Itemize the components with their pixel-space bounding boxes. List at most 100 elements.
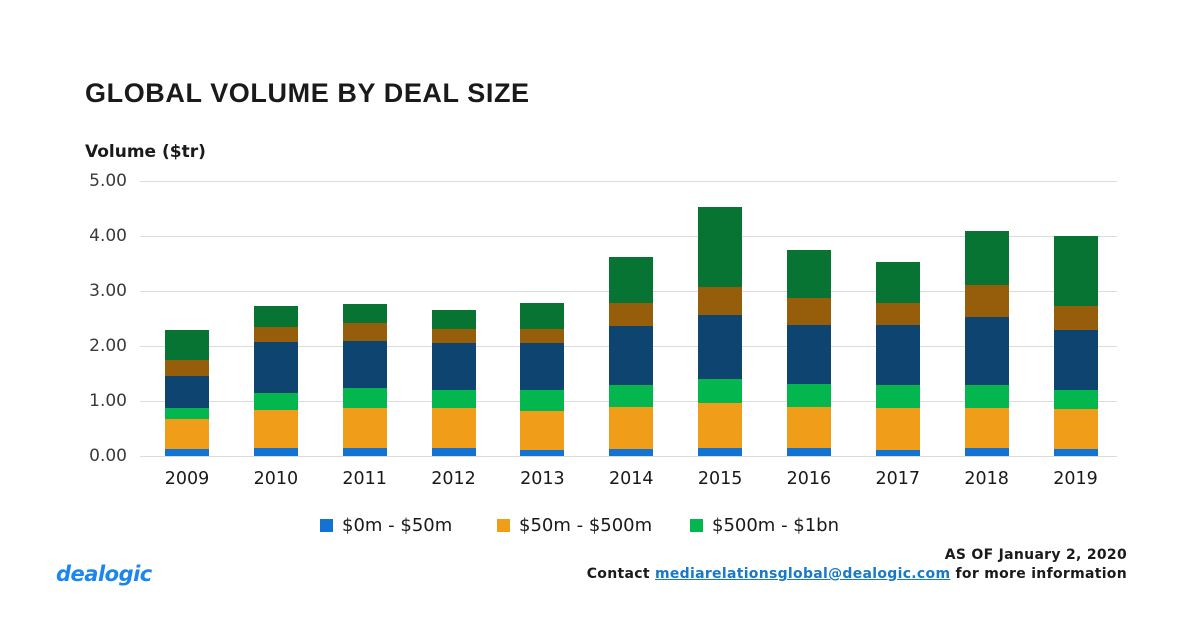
- legend-item: $0m - $50m: [320, 515, 452, 536]
- x-tick-label: 2017: [875, 469, 921, 489]
- chart-legend: $0m - $50m $50m - $500m $500m - $1bn: [0, 515, 1200, 539]
- legend-swatch: [690, 519, 703, 532]
- bar-segment: [964, 407, 1009, 449]
- legend-swatch: [497, 519, 510, 532]
- bar-segment: [342, 340, 387, 389]
- bar-segment: [698, 206, 743, 287]
- contact-email-link[interactable]: mediarelationsglobal@dealogic.com: [655, 566, 951, 582]
- bar-segment: [520, 342, 565, 391]
- footer-info: AS OF January 2, 2020 Contact mediarelat…: [587, 546, 1127, 584]
- y-tick-label: 1.00: [89, 390, 127, 411]
- bar-segment: [609, 303, 654, 326]
- bar-2015: [698, 181, 743, 456]
- bar-segment: [609, 407, 654, 449]
- bar-segment: [431, 389, 476, 409]
- bar-segment: [342, 303, 387, 323]
- bar-segment: [431, 329, 476, 343]
- bar-segment: [165, 359, 209, 376]
- bar-segment: [1053, 409, 1098, 450]
- bar-segment: [1053, 329, 1098, 391]
- bar-2013: [520, 181, 565, 456]
- gridline: [140, 181, 1117, 182]
- x-tick-label: 2012: [431, 469, 476, 489]
- chart-title: GLOBAL VOLUME BY DEAL SIZE: [85, 78, 530, 108]
- bar-segment: [964, 448, 1009, 456]
- bar-segment: [786, 249, 831, 299]
- y-tick-label: 2.00: [89, 335, 127, 356]
- contact-prefix: Contact: [586, 566, 650, 582]
- bar-2012: [431, 181, 476, 456]
- x-tick-label: 2014: [608, 469, 654, 489]
- y-tick-label: 3.00: [89, 280, 127, 301]
- x-tick-label: 2015: [697, 469, 743, 489]
- legend-swatch: [320, 519, 333, 532]
- bar-segment: [520, 390, 565, 411]
- bar-segment: [342, 322, 387, 341]
- bar-segment: [964, 284, 1009, 318]
- x-tick-label: 2011: [342, 469, 387, 489]
- bar-segment: [253, 392, 298, 410]
- legend-label: $0m - $50m: [342, 515, 453, 536]
- bar-segment: [698, 315, 743, 380]
- bar-2009: [165, 181, 209, 456]
- x-tick-label: 2018: [964, 469, 1009, 489]
- x-tick-label: 2016: [786, 469, 832, 489]
- bar-segment: [1053, 306, 1098, 330]
- bar-segment: [964, 385, 1009, 408]
- bar-segment: [165, 375, 209, 408]
- bar-segment: [698, 402, 743, 449]
- x-tick-label: 2013: [520, 469, 565, 489]
- contact-suffix: for more information: [955, 566, 1127, 582]
- y-tick-label: 5.00: [89, 171, 127, 191]
- bar-segment: [1053, 390, 1098, 410]
- legend-item: $50m - $500m: [497, 515, 652, 536]
- bar-segment: [431, 447, 476, 456]
- dealogic-logo: dealogic: [56, 562, 152, 586]
- legend-label: $50m - $500m: [519, 515, 653, 536]
- bar-segment: [786, 448, 831, 456]
- bar-segment: [253, 447, 298, 456]
- bar-segment: [786, 298, 831, 325]
- bar-segment: [431, 408, 476, 448]
- bar-segment: [342, 408, 387, 448]
- bar-segment: [165, 449, 209, 456]
- bar-segment: [520, 328, 565, 343]
- bar-segment: [698, 286, 743, 316]
- bar-2011: [342, 181, 387, 456]
- legend-label: $500m - $1bn: [712, 515, 840, 536]
- bar-segment: [520, 449, 565, 456]
- bar-segment: [698, 379, 743, 403]
- bar-segment: [875, 302, 920, 326]
- as-of-date: AS OF January 2, 2020: [944, 547, 1127, 563]
- bar-segment: [698, 448, 743, 456]
- bar-2017: [875, 181, 920, 456]
- bar-2016: [786, 181, 831, 456]
- y-tick-label: 0.00: [89, 445, 127, 466]
- x-tick-label: 2019: [1053, 469, 1098, 489]
- bar-segment: [875, 385, 920, 408]
- plot-area: [140, 181, 1117, 457]
- bar-segment: [253, 306, 298, 327]
- bar-segment: [609, 385, 654, 408]
- bar-segment: [342, 388, 387, 409]
- bar-segment: [165, 330, 209, 360]
- y-axis-title: Volume ($tr): [85, 142, 206, 162]
- bar-2010: [253, 181, 298, 456]
- bar-segment: [520, 410, 565, 450]
- bar-segment: [342, 447, 387, 456]
- bar-2018: [964, 181, 1009, 456]
- y-tick-label: 4.00: [89, 225, 127, 246]
- bar-segment: [520, 302, 565, 329]
- bar-segment: [786, 384, 831, 407]
- bar-segment: [875, 325, 920, 386]
- bar-2019: [1053, 181, 1098, 456]
- bar-segment: [786, 406, 831, 449]
- bar-segment: [875, 449, 920, 456]
- bar-segment: [253, 326, 298, 342]
- bar-segment: [165, 419, 209, 450]
- bar-segment: [964, 317, 1009, 386]
- bar-segment: [1053, 449, 1098, 456]
- legend-item: $500m - $1bn: [690, 515, 839, 536]
- contact-line: Contact mediarelationsglobal@dealogic.co…: [587, 565, 1127, 584]
- bar-segment: [253, 409, 298, 448]
